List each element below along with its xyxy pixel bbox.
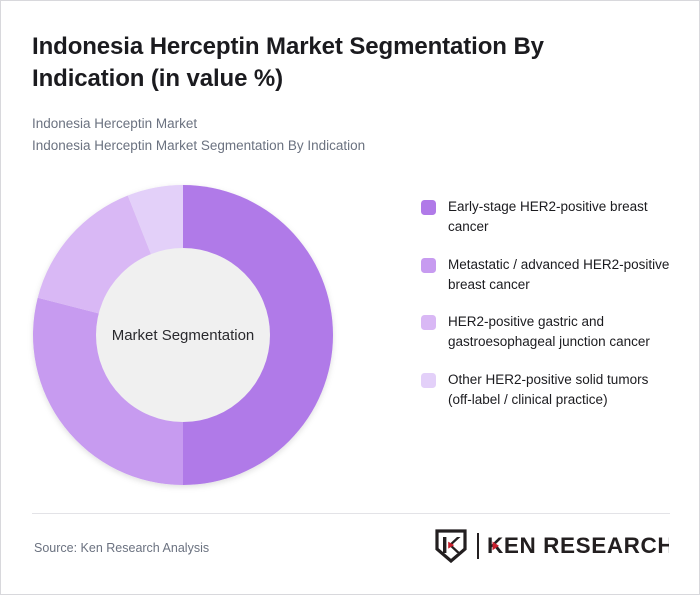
legend-item-label: Other HER2-positive solid tumors (off-la… [448, 371, 649, 407]
source-note: Source: Ken Research Analysis [34, 541, 210, 555]
legend-item[interactable]: Metastatic / advanced HER2-positive brea… [421, 255, 671, 296]
donut-chart-svg [33, 185, 333, 485]
svg-text:KEN RESEARCH: KEN RESEARCH [487, 533, 669, 558]
legend-swatch-icon [421, 200, 436, 215]
subtitle-line-2: Indonesia Herceptin Market Segmentation … [32, 138, 366, 154]
legend-item-label: Metastatic / advanced HER2-positive brea… [448, 256, 670, 292]
legend-item-label: Early-stage HER2-positive breast cancer [448, 199, 648, 235]
chart-legend: Early-stage HER2-positive breast cancer M… [421, 197, 671, 427]
subtitle-block: Indonesia Herceptin Market Indonesia Her… [32, 113, 552, 158]
legend-item-label: HER2-positive gastric and gastroesophage… [448, 314, 650, 350]
donut-hole [96, 248, 270, 422]
donut-chart: Market Segmentation [33, 185, 333, 485]
page-title: Indonesia Herceptin Market Segmentation … [32, 33, 544, 92]
ken-research-text-icon: KEN RESEARCH [487, 533, 669, 558]
subtitle-line-1: Indonesia Herceptin Market [32, 116, 198, 131]
ken-research-shield-icon [435, 529, 467, 563]
legend-swatch-icon [421, 315, 436, 330]
ken-research-logo: KEN RESEARCH [434, 529, 669, 563]
ken-research-wordmark: KEN RESEARCH [477, 533, 669, 559]
legend-item[interactable]: Other HER2-positive solid tumors (off-la… [421, 370, 671, 411]
legend-swatch-icon [421, 257, 436, 273]
legend-item[interactable]: Early-stage HER2-positive breast cancer [421, 197, 671, 238]
legend-swatch-icon [421, 372, 436, 388]
logo-divider [477, 533, 479, 559]
legend-item[interactable]: HER2-positive gastric and gastroesophage… [421, 312, 671, 353]
footer-divider [32, 513, 670, 514]
